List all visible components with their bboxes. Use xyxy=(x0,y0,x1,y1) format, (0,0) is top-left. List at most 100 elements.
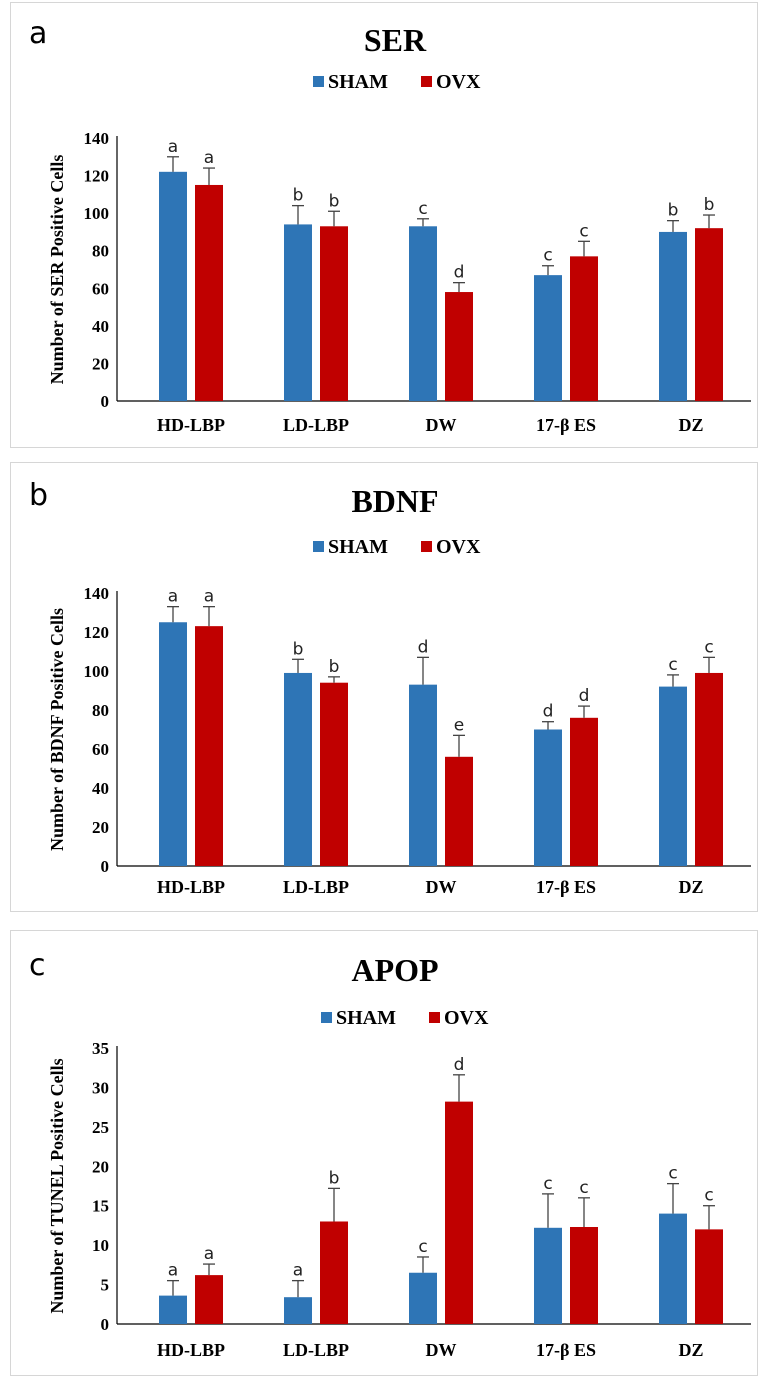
significance-label: b xyxy=(329,1168,340,1188)
significance-label: c xyxy=(418,1237,427,1257)
bar-sham xyxy=(659,686,687,866)
y-tick-label: 20 xyxy=(92,818,109,837)
significance-label: b xyxy=(329,657,340,677)
x-tick-label: DW xyxy=(426,1340,457,1360)
chart-panel-b: b BDNF SHAM OVX Number of BDNF Positive Cell… xyxy=(10,462,758,912)
significance-label: a xyxy=(204,587,214,607)
y-tick-label: 25 xyxy=(92,1118,109,1137)
y-tick-label: 0 xyxy=(101,1315,110,1334)
legend-label-sham: SHAM xyxy=(328,71,388,93)
significance-label: e xyxy=(454,715,464,735)
bar-sham xyxy=(409,1272,437,1324)
chart-svg-c: c APOP SHAM OVX Number of TUNEL Positive Cel… xyxy=(29,948,751,1360)
legend-label-sham: SHAM xyxy=(336,1007,396,1029)
significance-label: c xyxy=(704,1186,713,1206)
x-tick-label: 17-β ES xyxy=(536,415,596,435)
bar-sham xyxy=(159,171,187,401)
legend-swatch-sham xyxy=(313,541,324,552)
x-tick-label: HD-LBP xyxy=(157,415,225,435)
y-tick-label: 140 xyxy=(84,129,110,148)
bar-ovx xyxy=(445,292,473,401)
significance-label: d xyxy=(579,686,590,706)
x-tick-label: LD-LBP xyxy=(283,1340,349,1360)
significance-label: d xyxy=(454,263,465,283)
bar-ovx xyxy=(195,184,223,401)
legend-swatch-sham xyxy=(321,1012,332,1023)
significance-label: b xyxy=(293,186,304,206)
y-tick-label: 0 xyxy=(101,392,110,411)
y-tick-label: 40 xyxy=(92,317,109,336)
significance-label: c xyxy=(668,655,677,675)
x-tick-label: DZ xyxy=(678,415,703,435)
bar-ovx xyxy=(570,1227,598,1324)
bar-ovx xyxy=(570,256,598,401)
bar-sham xyxy=(534,729,562,866)
bar-sham xyxy=(534,1227,562,1324)
significance-label: c xyxy=(418,199,427,219)
legend-label-ovx: OVX xyxy=(436,536,481,558)
bar-ovx xyxy=(195,626,223,866)
bar-ovx xyxy=(695,1229,723,1324)
bar-sham xyxy=(659,231,687,401)
legend-swatch-ovx xyxy=(429,1012,440,1023)
bar-sham xyxy=(284,1297,312,1324)
bar-sham xyxy=(284,672,312,866)
significance-label: d xyxy=(454,1055,465,1075)
legend-label-ovx: OVX xyxy=(436,71,481,93)
chart-panel-c: c APOP SHAM OVX Number of TUNEL Positive Cel… xyxy=(10,930,758,1376)
significance-label: c xyxy=(579,1178,588,1198)
x-tick-label: DW xyxy=(426,877,457,897)
y-tick-label: 30 xyxy=(92,1078,109,1097)
y-axis-label: Number of TUNEL Positive Cells xyxy=(47,1058,67,1313)
x-tick-label: LD-LBP xyxy=(283,877,349,897)
bar-ovx xyxy=(195,1275,223,1324)
significance-label: a xyxy=(204,148,214,168)
x-tick-label: DW xyxy=(426,415,457,435)
bar-ovx xyxy=(695,228,723,401)
y-tick-label: 80 xyxy=(92,701,109,720)
panel-label: a xyxy=(29,16,47,51)
chart-panel-a: a SER SHAM OVX Number of SER Positive Cells 0… xyxy=(10,2,758,448)
significance-label: a xyxy=(204,1244,214,1264)
bar-ovx xyxy=(445,756,473,866)
bar-ovx xyxy=(695,672,723,866)
y-tick-label: 15 xyxy=(92,1197,109,1216)
x-tick-label: DZ xyxy=(678,877,703,897)
bar-sham xyxy=(659,1213,687,1324)
bar-sham xyxy=(409,226,437,401)
chart-title: APOP xyxy=(351,952,438,988)
legend-swatch-ovx xyxy=(421,541,432,552)
legend-label-ovx: OVX xyxy=(444,1007,489,1029)
bar-sham xyxy=(284,224,312,401)
y-axis-label: Number of SER Positive Cells xyxy=(47,155,67,385)
y-tick-label: 60 xyxy=(92,279,109,298)
bar-ovx xyxy=(320,682,348,866)
significance-label: c xyxy=(704,637,713,657)
y-tick-label: 120 xyxy=(84,167,110,186)
bar-ovx xyxy=(445,1101,473,1324)
chart-title: SER xyxy=(364,22,427,58)
y-tick-label: 5 xyxy=(101,1276,110,1295)
significance-label: b xyxy=(704,195,715,215)
y-tick-label: 0 xyxy=(101,857,110,876)
bar-sham xyxy=(409,684,437,866)
y-tick-label: 80 xyxy=(92,242,109,261)
x-tick-label: HD-LBP xyxy=(157,1340,225,1360)
bar-ovx xyxy=(320,226,348,401)
y-tick-label: 20 xyxy=(92,354,109,373)
x-tick-label: HD-LBP xyxy=(157,877,225,897)
bar-sham xyxy=(159,622,187,866)
x-tick-label: 17-β ES xyxy=(536,1340,596,1360)
y-tick-label: 20 xyxy=(92,1157,109,1176)
x-tick-label: DZ xyxy=(678,1340,703,1360)
significance-label: b xyxy=(293,639,304,659)
bar-sham xyxy=(534,275,562,401)
y-tick-label: 100 xyxy=(84,662,110,681)
panel-label: b xyxy=(29,478,48,513)
chart-svg-b: b BDNF SHAM OVX Number of BDNF Positive Cell… xyxy=(29,478,751,897)
y-axis-label: Number of BDNF Positive Cells xyxy=(47,608,67,851)
significance-label: c xyxy=(543,246,552,266)
chart-title: BDNF xyxy=(351,483,438,519)
x-tick-label: LD-LBP xyxy=(283,415,349,435)
y-tick-label: 40 xyxy=(92,779,109,798)
